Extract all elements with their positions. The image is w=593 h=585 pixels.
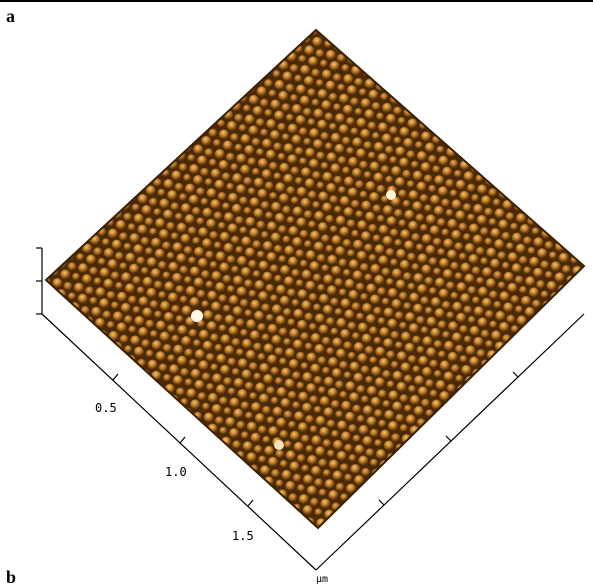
panel-label: a [6, 6, 15, 26]
page: a b 0.5 1.0 1.5 μm (() => { const data =… [0, 0, 593, 585]
axis-tick [513, 372, 518, 377]
axis-tick-label: 1.0 [165, 465, 187, 479]
axis-tick [180, 437, 185, 443]
highlight [386, 190, 396, 200]
highlight [191, 310, 203, 322]
axis-tick-label: 1.5 [232, 529, 254, 543]
axis-tick-label: 0.5 [95, 401, 117, 415]
axis-unit: μm [316, 574, 328, 585]
afm-surface [46, 30, 584, 528]
axis-tick [379, 500, 384, 505]
axis-tick [248, 500, 253, 506]
axis-tick [446, 436, 451, 441]
axis-tick [113, 374, 118, 380]
panel-label: b [6, 567, 16, 585]
figure: a b 0.5 1.0 1.5 μm [0, 0, 593, 585]
highlight [274, 440, 284, 450]
